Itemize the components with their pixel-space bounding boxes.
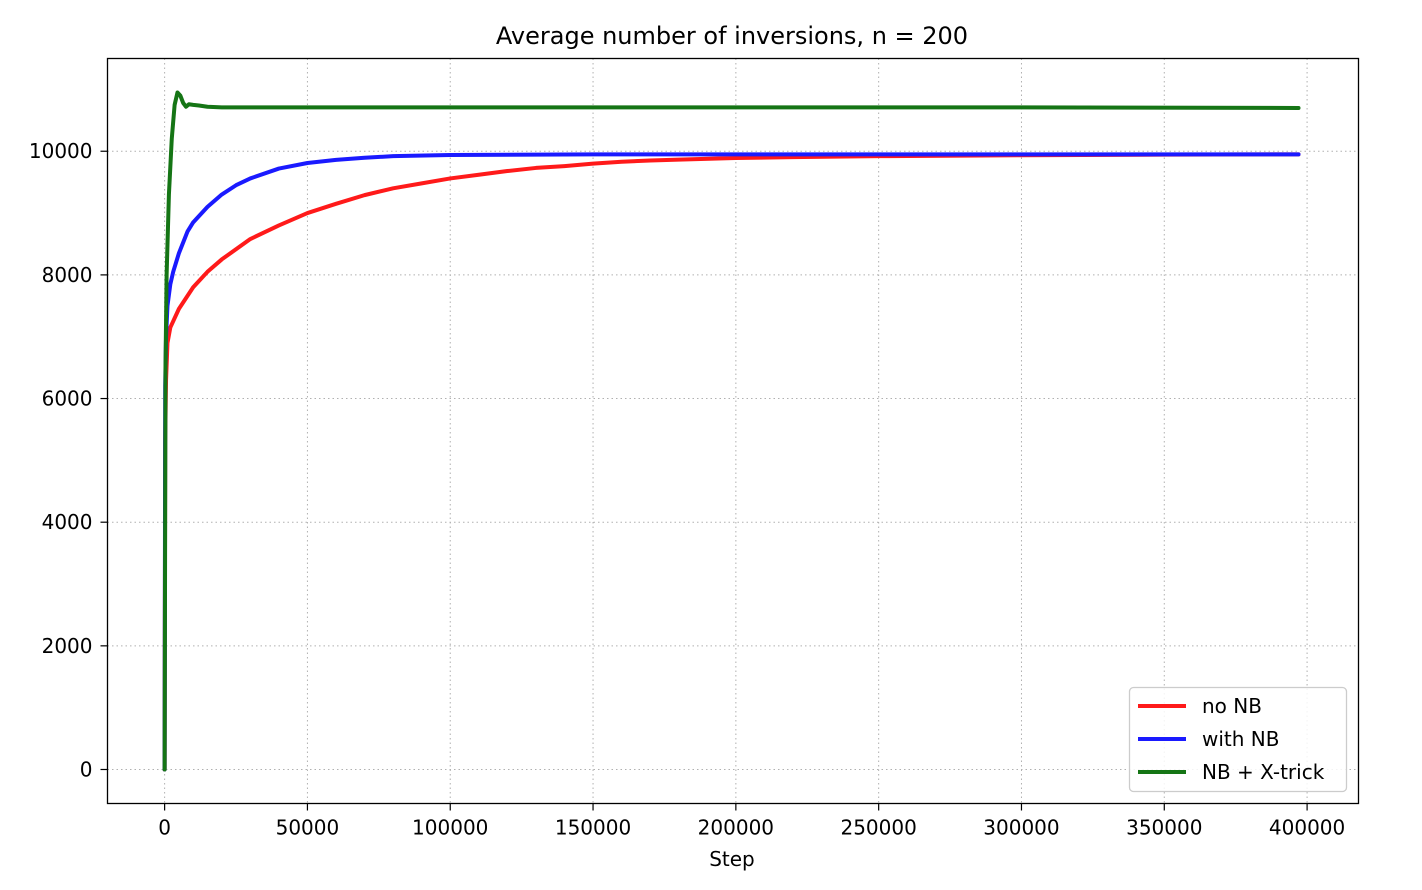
y-tick-label: 0	[80, 757, 93, 781]
legend-label: with NB	[1202, 727, 1279, 751]
x-tick-label: 350000	[1126, 816, 1202, 840]
y-tick-label: 2000	[42, 634, 93, 658]
legend-label: NB + X-trick	[1202, 760, 1325, 784]
x-tick-label: 0	[158, 816, 171, 840]
x-tick-label: 50000	[276, 816, 340, 840]
x-tick-label: 400000	[1269, 816, 1345, 840]
series-line-2	[162, 90, 1301, 772]
legend-box	[1128, 686, 1348, 793]
x-tick-label: 200000	[698, 816, 774, 840]
x-tick-label: 100000	[412, 816, 488, 840]
legend: no NB with NB NB + X-trick	[1128, 686, 1348, 793]
y-tick-label: 8000	[42, 263, 93, 287]
y-tick-label: 6000	[42, 387, 93, 411]
y-tick-label: 10000	[29, 139, 93, 163]
series-line-1	[162, 152, 1301, 772]
grid	[107, 58, 1359, 804]
y-tick-label: 4000	[42, 510, 93, 534]
x-tick-label: 150000	[555, 816, 631, 840]
legend-label: no NB	[1202, 694, 1262, 718]
plot-frame	[106, 57, 1360, 805]
chart-title: Average number of inversions, n = 200	[496, 22, 968, 50]
legend-items: no NB with NB NB + X-trick	[1138, 694, 1325, 784]
x-tick-label: 250000	[840, 816, 916, 840]
y-axis-ticks: 0 2000 4000 6000 8000 10000	[29, 139, 108, 781]
series-line-0	[162, 152, 1301, 772]
series-lines	[162, 90, 1301, 772]
x-axis-label: Step	[709, 847, 755, 871]
x-tick-label: 300000	[983, 816, 1059, 840]
x-axis-ticks: 0 50000 100000 150000 200000 250000 300000 3500…	[158, 803, 1345, 840]
